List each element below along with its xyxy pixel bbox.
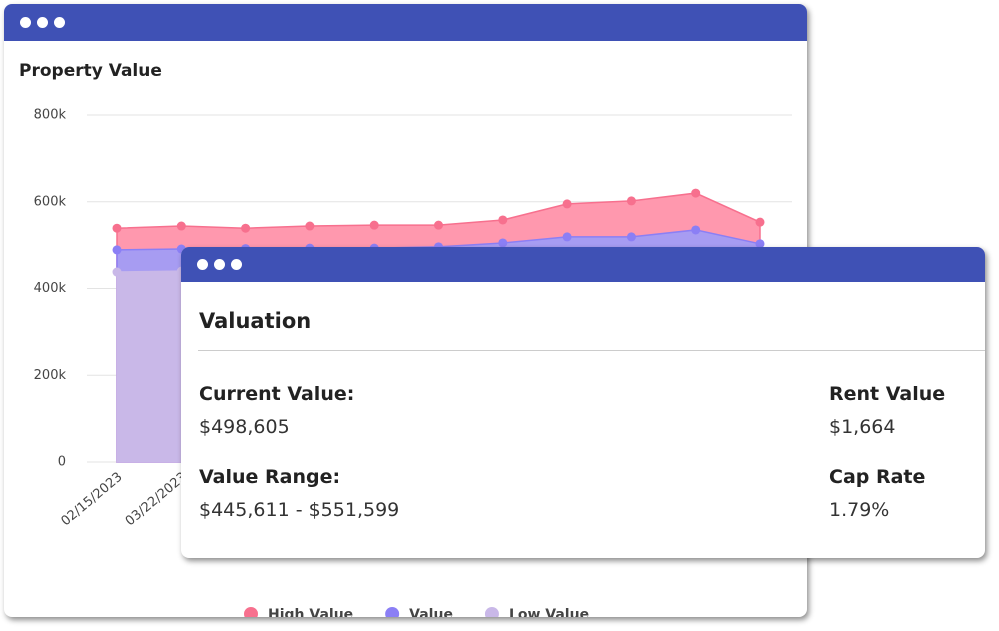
window-bar [4, 4, 807, 41]
field-value: 1.79% [829, 499, 890, 521]
y-tick-label: 800k [34, 108, 67, 123]
point [498, 238, 508, 248]
legend-label: Value [409, 607, 453, 617]
legend-marker [385, 607, 400, 617]
point [241, 223, 251, 233]
y-tick-label: 0 [58, 455, 66, 470]
y-tick-label: 400k [34, 281, 67, 296]
point [369, 220, 379, 230]
field-label: Current Value: [199, 383, 355, 405]
point [562, 232, 572, 242]
point [176, 221, 186, 231]
point [755, 239, 765, 249]
legend-marker [244, 607, 258, 617]
card-title: Valuation [199, 309, 312, 333]
chart-title: Property Value [19, 61, 162, 81]
legend-label: High Value [268, 607, 353, 617]
field-label: Cap Rate [829, 466, 926, 488]
field-value: $445,611 - $551,599 [199, 499, 400, 521]
point [498, 215, 508, 225]
point [112, 223, 122, 233]
legend-label: Low Value [509, 607, 589, 617]
x-tick-label: 03/22/2023 [123, 470, 190, 530]
field-label: Value Range: [199, 466, 341, 488]
window-bar [181, 247, 985, 282]
field-label: Rent Value [829, 383, 946, 405]
point [305, 221, 315, 231]
point [434, 220, 443, 230]
field-value: $498,605 [199, 416, 290, 438]
divider [198, 350, 985, 351]
y-tick-label: 600k [34, 194, 67, 209]
x-tick-label: 02/15/2023 [59, 470, 126, 530]
point [691, 188, 701, 198]
point [691, 225, 701, 235]
point [755, 217, 765, 227]
valuation-card: Valuation Current Value: $498,605 Value … [181, 247, 985, 558]
point [112, 245, 122, 255]
field-value: $1,664 [829, 416, 896, 438]
y-tick-label: 200k [34, 368, 67, 383]
point [626, 232, 636, 242]
point [626, 196, 636, 206]
point [562, 199, 572, 209]
legend-marker [484, 607, 499, 617]
point [112, 267, 122, 277]
